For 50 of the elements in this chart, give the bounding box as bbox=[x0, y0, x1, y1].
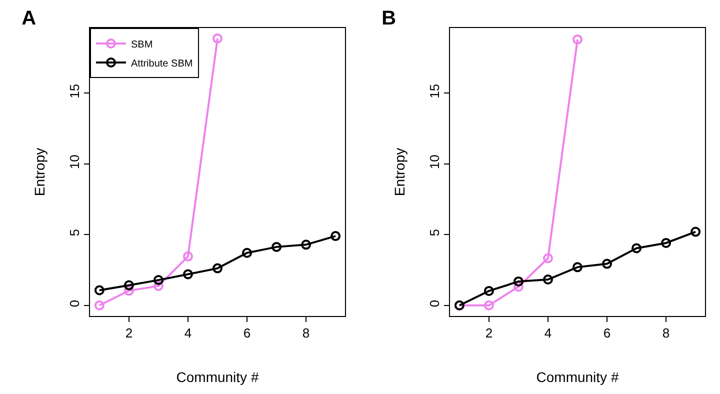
y-tick-label: 10 bbox=[426, 154, 442, 170]
point bbox=[124, 286, 134, 296]
y-axis-title: Entropy bbox=[31, 148, 48, 196]
point bbox=[542, 253, 553, 264]
legend-label: SBM bbox=[131, 39, 153, 50]
point bbox=[272, 242, 282, 252]
y-tick-label: 5 bbox=[66, 229, 82, 236]
point bbox=[513, 282, 524, 292]
x-axis-title: Community # bbox=[536, 368, 619, 385]
chart-title: A bbox=[22, 8, 36, 30]
point bbox=[330, 231, 341, 242]
point bbox=[484, 300, 494, 310]
y-tick-label: 15 bbox=[66, 84, 82, 98]
legend-label: Attribute SBM bbox=[131, 58, 193, 70]
point bbox=[661, 238, 672, 248]
point bbox=[690, 226, 701, 237]
x-tick-label: 6 bbox=[243, 326, 251, 341]
point bbox=[153, 281, 164, 291]
point bbox=[153, 275, 164, 286]
point bbox=[124, 280, 134, 290]
x-tick-label: 4 bbox=[544, 326, 552, 341]
point bbox=[301, 240, 312, 250]
y-tick-label: 0 bbox=[66, 300, 82, 308]
point bbox=[572, 34, 582, 44]
point bbox=[94, 300, 104, 310]
point bbox=[242, 248, 252, 258]
x-tick-label: 8 bbox=[662, 326, 670, 341]
point bbox=[572, 262, 582, 272]
point bbox=[94, 285, 104, 296]
x-tick-label: 2 bbox=[485, 326, 493, 341]
x-tick-label: 4 bbox=[184, 326, 192, 341]
x-tick-label: 6 bbox=[603, 326, 611, 341]
y-tick-label: 0 bbox=[426, 300, 442, 308]
x-axis-title: Community # bbox=[176, 368, 259, 385]
point bbox=[212, 33, 222, 44]
point bbox=[212, 263, 222, 274]
point bbox=[602, 258, 612, 269]
y-tick-label: 15 bbox=[426, 84, 442, 98]
chart-title: B bbox=[382, 8, 396, 30]
point bbox=[182, 251, 193, 262]
point bbox=[542, 274, 553, 284]
point bbox=[484, 286, 494, 296]
y-tick-label: 10 bbox=[66, 154, 82, 170]
x-tick-label: 2 bbox=[125, 326, 133, 341]
y-axis-title: Entropy bbox=[391, 148, 408, 196]
point bbox=[513, 276, 524, 286]
point bbox=[632, 243, 642, 254]
point bbox=[182, 269, 193, 280]
y-tick-label: 5 bbox=[426, 229, 442, 236]
x-tick-label: 8 bbox=[302, 326, 310, 341]
